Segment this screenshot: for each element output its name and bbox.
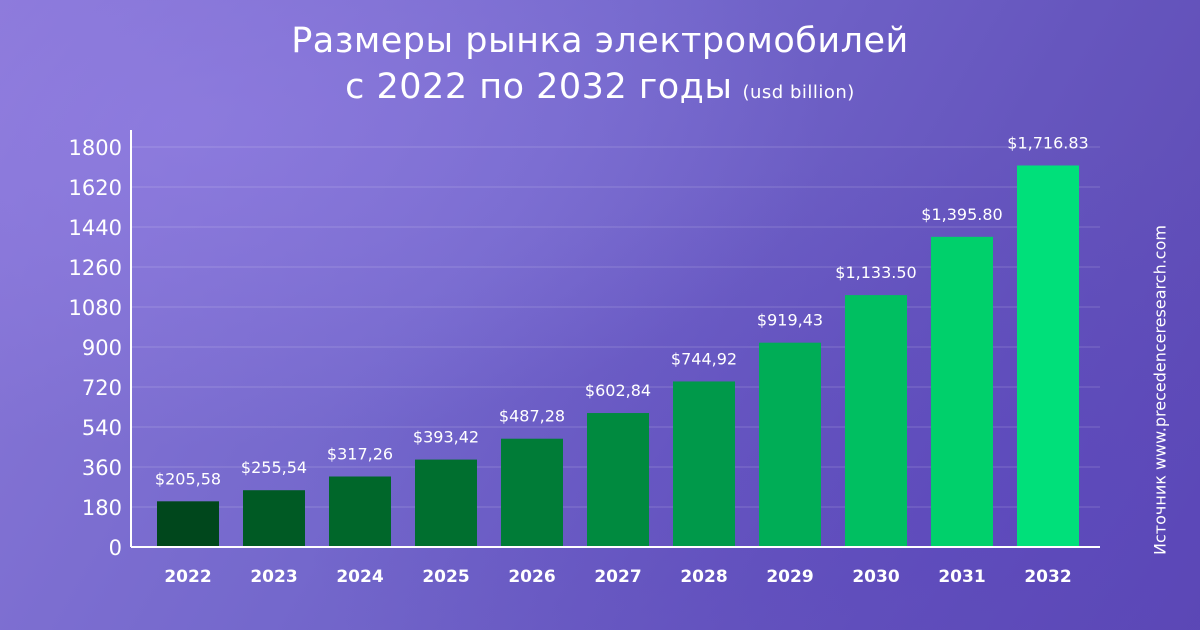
data-label: $393,42 xyxy=(413,428,479,447)
data-label: $487,28 xyxy=(499,407,565,426)
bar-2022 xyxy=(157,501,219,547)
x-tick-label: 2031 xyxy=(938,567,985,587)
bar-2031 xyxy=(931,236,993,548)
x-tick-label: 2028 xyxy=(680,567,727,587)
x-tick-label: 2024 xyxy=(336,567,383,587)
y-tick-label: 1080 xyxy=(69,296,122,320)
data-label: $205,58 xyxy=(155,469,221,488)
data-label: $919,43 xyxy=(757,311,823,330)
bar-2027 xyxy=(587,413,649,547)
y-axis-ticks: 0 180 360 540 720 900 1080 1260 1440 1620 1800 xyxy=(69,136,122,560)
data-label: $317,26 xyxy=(327,444,393,463)
data-label: $602,84 xyxy=(585,381,651,400)
y-tick-label: 540 xyxy=(82,416,122,440)
bar-2029 xyxy=(759,342,821,547)
bar-2025 xyxy=(415,459,477,547)
bar-2024 xyxy=(329,476,391,547)
bar-2032 xyxy=(1017,165,1079,547)
bar-2030 xyxy=(845,295,907,547)
bar-2026 xyxy=(501,438,563,547)
y-tick-label: 1260 xyxy=(69,256,122,280)
x-tick-label: 2029 xyxy=(766,567,813,587)
y-tick-label: 1800 xyxy=(69,136,122,160)
x-tick-label: 2027 xyxy=(594,567,641,587)
bars xyxy=(157,165,1079,548)
data-label: $1,133.50 xyxy=(835,263,916,282)
data-label: $1,716.83 xyxy=(1007,133,1088,152)
title-line-1: Размеры рынка электромобилей xyxy=(291,21,909,61)
title-line-2: с 2022 по 2032 годы (usd billion) xyxy=(0,64,1200,116)
y-tick-label: 360 xyxy=(82,456,122,480)
x-tick-label: 2022 xyxy=(164,567,211,587)
y-tick-label: 1440 xyxy=(69,216,122,240)
title-line-2-text: с 2022 по 2032 годы xyxy=(345,67,733,107)
data-label: $1,395.80 xyxy=(921,205,1002,224)
source-note: Источник www.precedenceresearch.com xyxy=(1150,225,1170,555)
x-tick-label: 2023 xyxy=(250,567,297,587)
x-axis-ticks: 2022 2023 2024 2025 2026 2027 2028 2029 2030 2031… xyxy=(164,567,1071,587)
data-labels: $205,58 $255,54 $317,26 $393,42 $487,28 $602,… xyxy=(155,133,1089,488)
y-tick-label: 900 xyxy=(82,336,122,360)
x-tick-label: 2025 xyxy=(422,567,469,587)
bar-2028 xyxy=(673,381,735,547)
chart-title: Размеры рынка электромобилей с 2022 по 2… xyxy=(0,18,1200,116)
y-tick-label: 0 xyxy=(109,536,122,560)
bar-2023 xyxy=(243,490,305,547)
y-tick-label: 180 xyxy=(82,496,122,520)
y-tick-label: 720 xyxy=(82,376,122,400)
y-tick-label: 1620 xyxy=(69,176,122,200)
x-tick-label: 2032 xyxy=(1024,567,1071,587)
x-tick-label: 2026 xyxy=(508,567,555,587)
x-tick-label: 2030 xyxy=(852,567,899,587)
unit-label: (usd billion) xyxy=(742,82,855,103)
data-label: $255,54 xyxy=(241,458,307,477)
data-label: $744,92 xyxy=(671,349,737,368)
